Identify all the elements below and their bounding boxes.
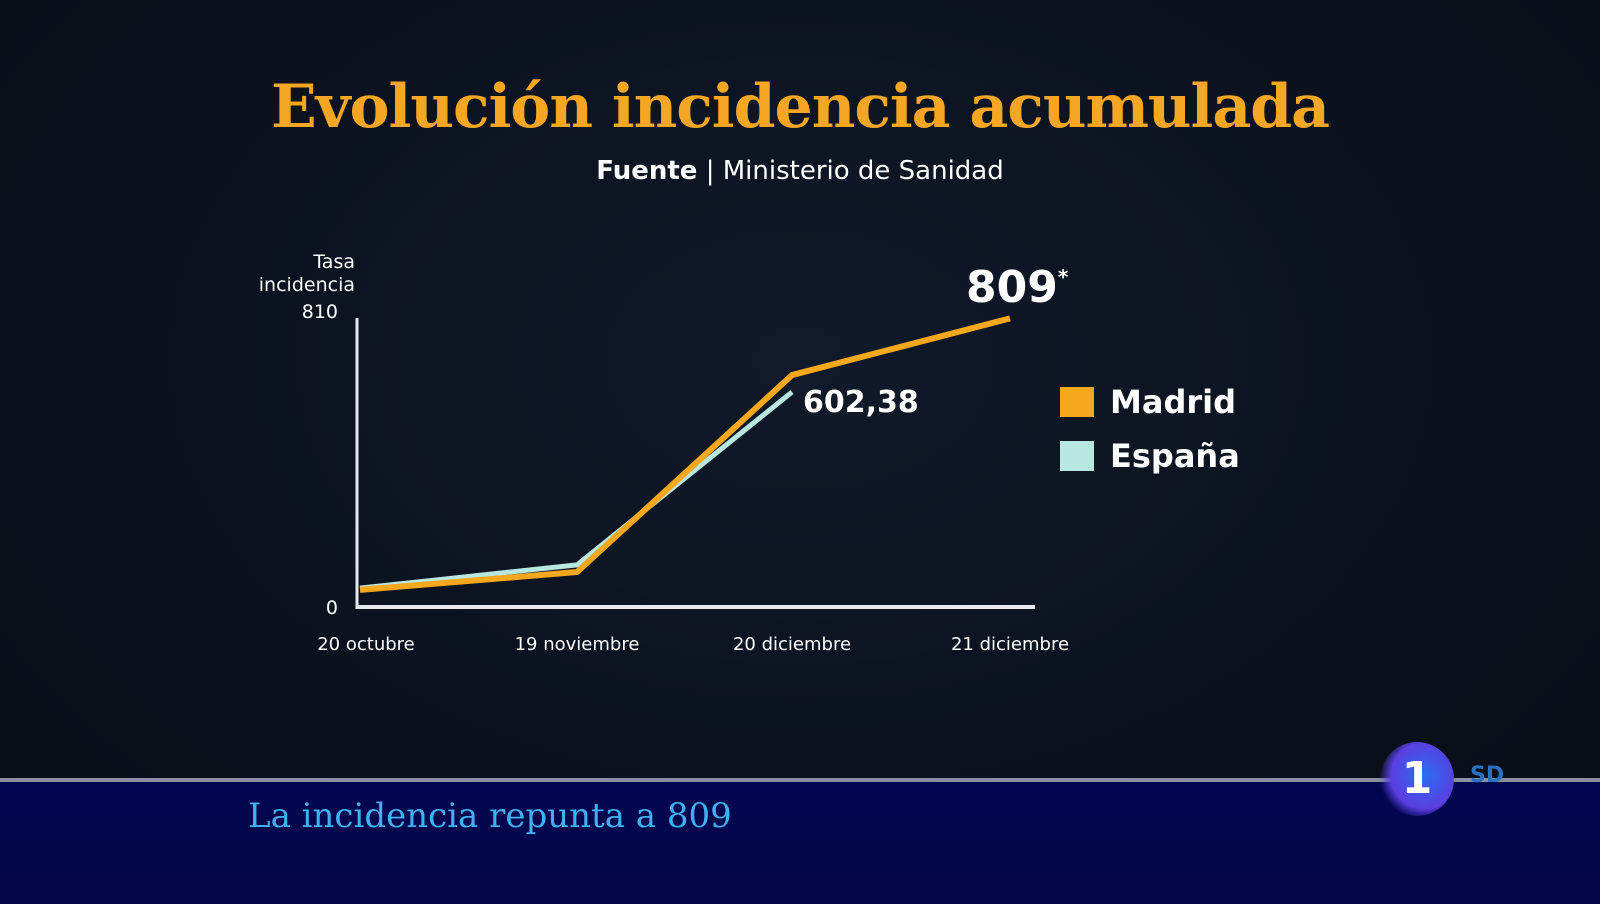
footnote-asterisk: * — [1058, 265, 1069, 289]
data-label-espana: 602,38 — [803, 385, 919, 420]
y-tick-label: 0 — [326, 597, 338, 619]
legend-swatch-espana — [1060, 441, 1094, 471]
series-line-madrid — [360, 318, 1010, 590]
legend: Madrid España — [1060, 375, 1240, 483]
x-tick-label: 21 diciembre — [951, 634, 1069, 655]
x-tick-label: 20 diciembre — [733, 634, 851, 655]
series-line-espana — [360, 392, 792, 588]
legend-item-espana: España — [1060, 429, 1240, 483]
y-tick-label: 810 — [302, 301, 338, 323]
x-tick-label: 20 octubre — [317, 634, 415, 655]
data-label-madrid: 809* — [966, 262, 1069, 313]
format-badge: SD — [1470, 763, 1504, 788]
channel-logo-number: 1 — [1380, 742, 1454, 816]
legend-swatch-madrid — [1060, 387, 1094, 417]
y-axis-label-line2: incidencia — [259, 274, 355, 296]
channel-logo: 1 — [1380, 742, 1454, 816]
legend-label-espana: España — [1110, 437, 1240, 475]
legend-item-madrid: Madrid — [1060, 375, 1240, 429]
news-ticker: La incidencia repunta a 809 — [0, 778, 1600, 904]
ticker-headline: La incidencia repunta a 809 — [248, 796, 732, 836]
y-axis-label-line1: Tasa — [312, 251, 355, 273]
legend-label-madrid: Madrid — [1110, 383, 1236, 421]
x-tick-label: 19 noviembre — [515, 634, 640, 655]
